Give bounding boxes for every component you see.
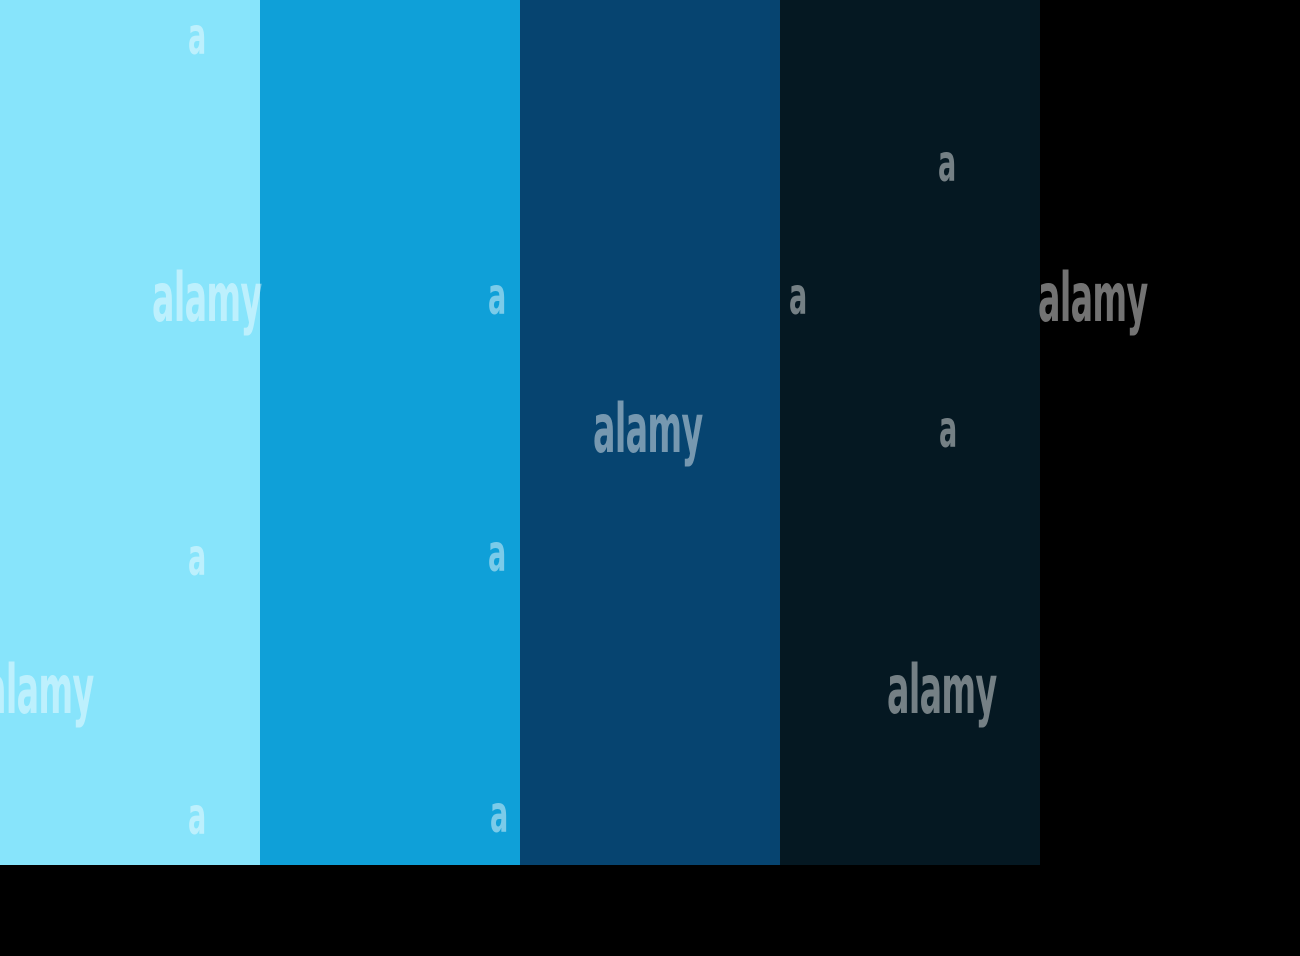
color-palette: [0, 0, 1300, 865]
palette-stripe-black: [1040, 0, 1300, 865]
palette-stripe-rich-black-blue: [780, 0, 1040, 865]
palette-stripe-light-sky-blue: [0, 0, 260, 865]
palette-stripe-vivid-cerulean: [260, 0, 520, 865]
palette-stripe-dark-cerulean: [520, 0, 780, 865]
footer-bar: alamy Image ID: 2YY17K7 www.alamy.com: [0, 865, 1300, 956]
